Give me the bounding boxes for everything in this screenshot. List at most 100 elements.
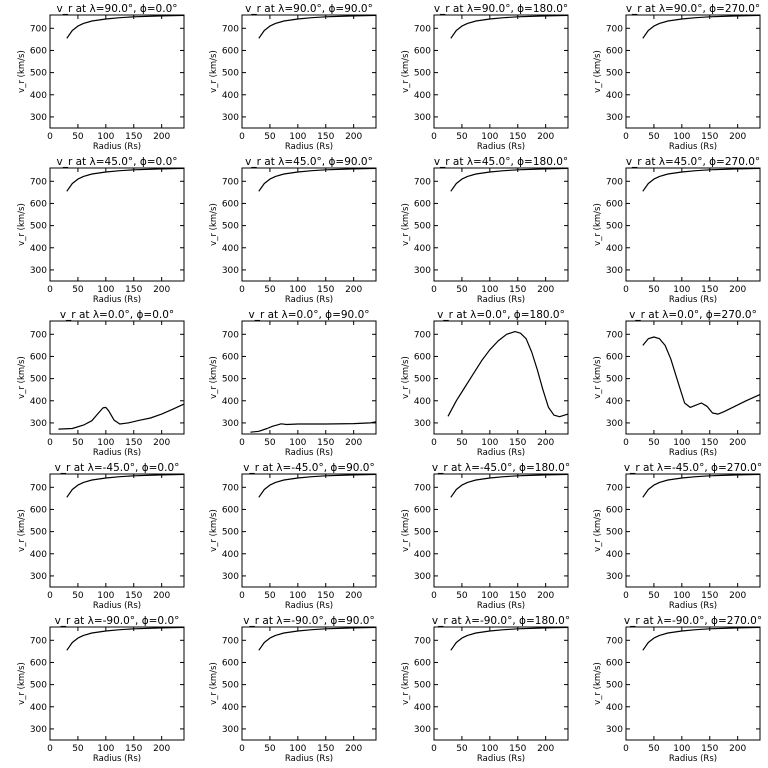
y-axis-label: v_r (km/s) xyxy=(17,50,27,93)
x-tick-label: 0 xyxy=(623,285,629,295)
x-tick-label: 50 xyxy=(72,285,84,295)
plot-frame xyxy=(49,626,185,741)
x-tick-label: 0 xyxy=(47,285,53,295)
x-tick-label: 150 xyxy=(125,744,142,754)
chart-title: v_r at λ=90.0°, ϕ=270.0° xyxy=(626,3,760,15)
series-line xyxy=(642,167,761,192)
y-tick-label: 600 xyxy=(30,505,47,515)
plot-frame xyxy=(241,626,377,741)
x-tick-label: 50 xyxy=(456,132,468,142)
y-axis-label: v_r (km/s) xyxy=(593,356,603,399)
y-tick-label: 700 xyxy=(30,636,47,646)
plot-frame xyxy=(433,167,569,282)
x-tick-label: 50 xyxy=(264,132,276,142)
y-tick-label: 600 xyxy=(30,352,47,362)
series-line xyxy=(258,14,377,39)
x-tick-label: 0 xyxy=(431,591,437,601)
plot-frame xyxy=(241,14,377,129)
x-tick-label: 150 xyxy=(509,285,526,295)
x-tick-label: 0 xyxy=(431,132,437,142)
y-tick-label: 400 xyxy=(606,244,623,254)
series-line xyxy=(66,167,185,192)
x-tick-label: 100 xyxy=(97,744,114,754)
x-tick-label: 150 xyxy=(125,438,142,448)
panel-1: v_r at λ=90.0°, ϕ=0.0° 0 50 100 150 200 300 400… xyxy=(17,3,185,152)
x-tick-label: 50 xyxy=(72,591,84,601)
x-tick-label: 150 xyxy=(317,132,334,142)
y-tick-label: 700 xyxy=(414,24,431,34)
y-tick-label: 500 xyxy=(30,528,47,538)
y-tick-label: 300 xyxy=(414,266,431,276)
chart-title: v_r at λ=0.0°, ϕ=0.0° xyxy=(60,309,174,321)
x-tick-label: 0 xyxy=(239,438,245,448)
x-tick-label: 0 xyxy=(431,438,437,448)
y-tick-label: 400 xyxy=(414,244,431,254)
y-tick-label: 700 xyxy=(30,483,47,493)
y-tick-label: 400 xyxy=(414,397,431,407)
chart-title: v_r at λ=-45.0°, ϕ=90.0° xyxy=(243,462,374,474)
series-line xyxy=(258,626,377,651)
chart-title: v_r at λ=0.0°, ϕ=90.0° xyxy=(249,309,370,321)
chart-title: v_r at λ=45.0°, ϕ=0.0° xyxy=(57,156,178,168)
y-tick-label: 300 xyxy=(30,113,47,123)
x-tick-label: 150 xyxy=(701,591,718,601)
y-tick-label: 600 xyxy=(414,658,431,668)
x-axis-label: Radius (Rs) xyxy=(93,601,141,611)
x-tick-label: 100 xyxy=(289,591,306,601)
y-tick-label: 500 xyxy=(414,222,431,232)
x-tick-label: 100 xyxy=(289,438,306,448)
x-tick-label: 50 xyxy=(264,438,276,448)
x-tick-label: 200 xyxy=(345,132,362,142)
y-tick-label: 400 xyxy=(30,397,47,407)
y-tick-label: 700 xyxy=(222,24,239,34)
x-tick-label: 200 xyxy=(537,132,554,142)
x-tick-label: 50 xyxy=(264,591,276,601)
y-tick-label: 700 xyxy=(30,330,47,340)
x-axis-label: Radius (Rs) xyxy=(93,448,141,458)
x-axis-label: Radius (Rs) xyxy=(669,448,717,458)
x-tick-label: 100 xyxy=(97,132,114,142)
y-axis-label: v_r (km/s) xyxy=(401,203,411,246)
plot-frame xyxy=(625,626,761,741)
chart-title: v_r at λ=90.0°, ϕ=90.0° xyxy=(245,3,373,15)
x-tick-label: 150 xyxy=(125,285,142,295)
y-tick-label: 500 xyxy=(222,528,239,538)
panel-16: v_r at λ=-45.0°, ϕ=270.0° 0 50 100 150 200 300… xyxy=(593,462,762,611)
y-tick-label: 700 xyxy=(414,636,431,646)
y-tick-label: 400 xyxy=(30,244,47,254)
series-line xyxy=(450,473,569,498)
y-tick-label: 300 xyxy=(222,572,239,582)
x-tick-label: 150 xyxy=(509,744,526,754)
x-axis-label: Radius (Rs) xyxy=(669,142,717,152)
y-tick-label: 700 xyxy=(606,24,623,34)
y-tick-label: 600 xyxy=(222,46,239,56)
y-tick-label: 400 xyxy=(222,91,239,101)
y-tick-label: 600 xyxy=(222,352,239,362)
y-tick-label: 600 xyxy=(606,352,623,362)
x-tick-label: 200 xyxy=(537,744,554,754)
x-axis-label: Radius (Rs) xyxy=(285,601,333,611)
y-tick-label: 400 xyxy=(414,550,431,560)
series-line xyxy=(450,167,569,192)
x-tick-label: 0 xyxy=(47,132,53,142)
y-tick-label: 500 xyxy=(222,375,239,385)
series-line xyxy=(642,14,761,39)
x-axis-label: Radius (Rs) xyxy=(285,448,333,458)
y-tick-label: 300 xyxy=(414,419,431,429)
y-tick-label: 500 xyxy=(414,375,431,385)
plot-frame xyxy=(625,320,761,435)
x-tick-label: 100 xyxy=(289,132,306,142)
y-tick-label: 300 xyxy=(30,725,47,735)
plot-frame xyxy=(433,473,569,588)
x-tick-label: 0 xyxy=(431,744,437,754)
y-tick-label: 300 xyxy=(30,419,47,429)
x-tick-label: 50 xyxy=(72,132,84,142)
chart-title: v_r at λ=90.0°, ϕ=180.0° xyxy=(434,3,568,15)
x-tick-label: 100 xyxy=(673,438,690,448)
y-axis-label: v_r (km/s) xyxy=(17,509,27,552)
series-line xyxy=(642,626,761,651)
y-tick-label: 700 xyxy=(606,177,623,187)
y-axis-label: v_r (km/s) xyxy=(209,662,219,705)
x-tick-label: 150 xyxy=(701,132,718,142)
chart-title: v_r at λ=45.0°, ϕ=180.0° xyxy=(434,156,568,168)
